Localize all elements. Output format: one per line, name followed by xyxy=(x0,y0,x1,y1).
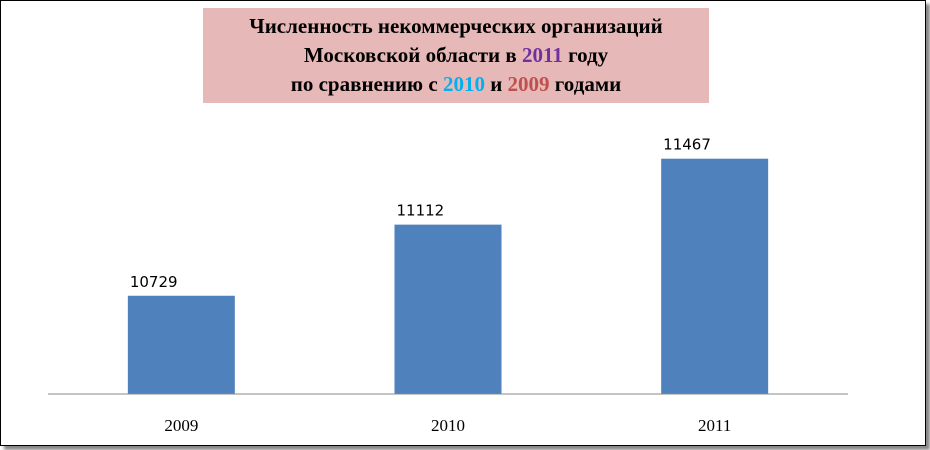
value-label: 10729 xyxy=(130,273,178,291)
x-tick-label: 2011 xyxy=(698,416,731,435)
x-tick-label: 2009 xyxy=(164,416,198,435)
chart-title: Численность некоммерческих организаций Мо… xyxy=(203,8,709,103)
title-text: 2010 xyxy=(442,72,485,96)
title-text: Численность некоммерческих организаций xyxy=(249,14,663,38)
bar xyxy=(394,224,502,394)
title-text: 2009 xyxy=(507,72,550,96)
title-text: и xyxy=(484,72,508,96)
title-text: Московской области в xyxy=(303,43,522,67)
value-label: 11467 xyxy=(663,136,711,154)
bar xyxy=(661,158,769,394)
x-tick-label: 2010 xyxy=(431,416,465,435)
title-text: по сравнению с xyxy=(290,72,443,96)
title-line: Московской области в 2011 году xyxy=(203,41,709,70)
value-label: 11112 xyxy=(397,202,445,220)
title-text: годами xyxy=(549,72,622,96)
title-text: году xyxy=(562,43,609,67)
title-line: по сравнению с 2010 и 2009 годами xyxy=(203,70,709,99)
bar xyxy=(127,295,235,394)
title-text: 2011 xyxy=(521,43,563,67)
title-line: Численность некоммерческих организаций xyxy=(203,12,709,41)
